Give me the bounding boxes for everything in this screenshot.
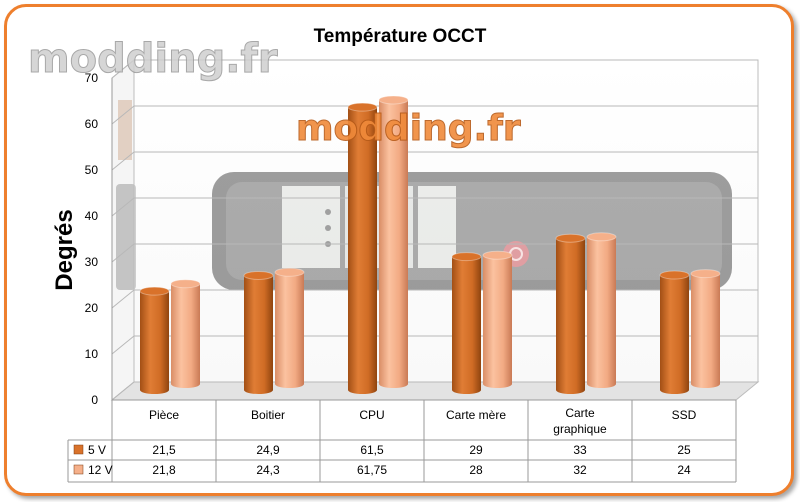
x-category-label: Boitier [251,408,285,422]
bar-series-1 [347,102,378,394]
bar-body [244,275,273,390]
bar-series-1 [139,286,170,394]
data-value-label: 28 [469,463,483,477]
bar-base [483,380,512,388]
bar-series-1 [555,233,586,394]
data-value-label: 24 [677,463,691,477]
data-value-label: 24,9 [256,443,280,457]
bar-base [587,380,616,388]
y-tick-label: 40 [85,209,99,223]
y-axis-label: Degrés [51,209,78,290]
legend-label: 12 V [88,463,113,477]
data-value-label: 21,8 [152,463,176,477]
bar-body [660,275,689,390]
legend-swatch [73,444,84,455]
gridline [111,197,758,217]
x-category-label: SSD [672,408,697,422]
bar-body [452,256,481,390]
bar-top [170,279,201,289]
bar-series-1 [451,252,482,394]
bar-series-2 [690,269,721,388]
bar-series-2 [274,267,305,388]
bar-base [348,386,377,394]
bar-series-2 [378,95,409,388]
data-value-label: 24,3 [256,463,280,477]
chart-title: Température OCCT [314,26,487,47]
data-value-label: 61,5 [360,443,384,457]
watermark-logo-top-left: modding.fr [28,36,278,82]
bar-series-1 [243,270,274,394]
bar-base [275,380,304,388]
data-value-label: 61,75 [357,463,387,477]
data-table: Pièce Boitier CPU Carte mère Carte graphique S… [67,399,737,483]
bar-series-1 [659,270,690,394]
bars [139,95,721,394]
bar-body [587,236,616,384]
legend-swatch [73,464,84,475]
side-wall [111,58,135,402]
bar-body [140,291,169,390]
watermark-logo-center: modding.fr [296,108,521,149]
gridline [111,151,758,171]
bar-base [691,380,720,388]
data-value-label: 25 [677,443,691,457]
x-category-label: graphique [553,422,607,436]
bar-body [348,107,377,390]
data-value-label: 29 [469,443,483,457]
bar-top [243,270,274,280]
bar-series-2 [482,250,513,388]
bar-body [379,99,408,384]
bar-base [379,380,408,388]
bar-body [483,255,512,384]
bar-top [451,252,482,262]
gridline [111,105,758,125]
data-value-label: 32 [573,463,587,477]
x-category-label: Carte [565,406,595,420]
x-category-label: CPU [359,408,384,422]
bar-base [244,386,273,394]
data-value-label: 33 [573,443,587,457]
bar-body [171,283,200,384]
bar-base [660,386,689,394]
bar-top [690,269,721,279]
bar-top [378,95,409,105]
bar-body [691,273,720,384]
table-body-bg [68,440,736,482]
y-axis: 0 10 20 30 40 50 60 70 [85,71,113,407]
bar-body [556,238,585,390]
bar-series-2 [170,279,201,388]
y-tick-label: 0 [91,393,98,407]
gridline [111,381,758,401]
legend-label: 5 V [88,443,106,457]
gridline [111,289,758,309]
y-tick-label: 10 [85,347,99,361]
bar-top [347,102,378,112]
bar-top [659,270,690,280]
gridline [111,243,758,263]
y-tick-label: 20 [85,301,99,315]
y-tick-label: 30 [85,255,99,269]
bar-top [482,250,513,260]
x-category-label: Pièce [149,408,179,422]
bar-base [171,380,200,388]
bar-top [274,267,305,277]
bar-top [555,233,586,243]
bar-top [586,232,617,242]
y-tick-label: 60 [85,117,99,131]
x-category-label: Carte mère [446,408,506,422]
gridline [111,335,758,355]
data-value-label: 21,5 [152,443,176,457]
bar-base [452,386,481,394]
y-tick-label: 50 [85,163,99,177]
bar-body [275,272,304,384]
y-tick-label: 70 [85,71,99,85]
bar-top [139,286,170,296]
gridline [111,59,758,79]
bar-base [556,386,585,394]
bar-series-2 [586,232,617,388]
gridlines [111,59,758,401]
bar-base [140,386,169,394]
